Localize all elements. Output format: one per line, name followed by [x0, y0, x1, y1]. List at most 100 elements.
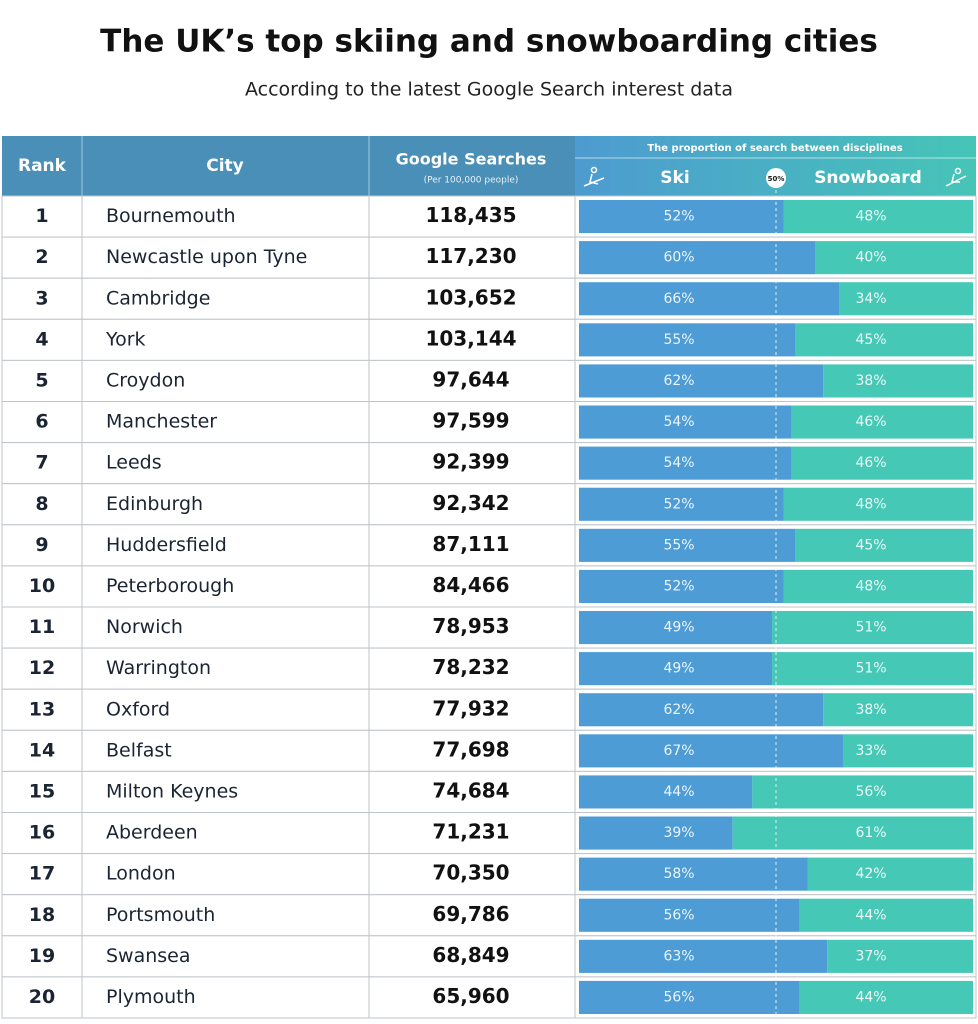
searches: 97,599 — [432, 409, 509, 433]
snowboard-label: 45% — [855, 537, 886, 553]
ski-bar — [579, 775, 753, 809]
snowboard-label: 51% — [855, 661, 886, 677]
rank: 13 — [29, 698, 55, 720]
snowboard-bar — [827, 939, 973, 973]
rank: 20 — [29, 986, 55, 1008]
ski-label: 55% — [663, 332, 694, 348]
ski-bar — [579, 405, 792, 439]
ski-bar — [579, 282, 840, 316]
ski-bar — [579, 323, 796, 357]
snowboard-bar — [783, 200, 973, 234]
snowboard-label: 44% — [855, 989, 886, 1005]
ski-label: 63% — [663, 948, 694, 964]
searches: 103,652 — [425, 285, 516, 309]
ski-bar — [579, 734, 843, 768]
rank: 15 — [29, 780, 55, 802]
snowboard-bar — [791, 405, 973, 439]
ski-header: Ski — [660, 168, 689, 188]
city: Peterborough — [106, 575, 234, 597]
ski-bar — [579, 569, 784, 603]
ski-label: 54% — [663, 455, 694, 471]
city: Huddersfield — [106, 534, 227, 556]
ski-bar — [579, 611, 773, 645]
rank: 4 — [35, 328, 48, 350]
rank: 9 — [35, 534, 48, 556]
city: Oxford — [106, 698, 170, 720]
ski-bar — [579, 939, 828, 973]
rank: 17 — [29, 863, 55, 885]
rank: 3 — [35, 287, 48, 309]
snowboard-label: 44% — [855, 907, 886, 923]
city: Aberdeen — [106, 822, 198, 844]
searches: 103,144 — [425, 326, 516, 350]
rank: 2 — [35, 246, 48, 268]
city: Belfast — [106, 739, 172, 761]
city: London — [106, 863, 176, 885]
snowboard-label: 56% — [855, 784, 886, 800]
ski-icon — [583, 166, 605, 187]
proportion-header: The proportion of search between discipl… — [647, 143, 902, 154]
searches: 78,232 — [432, 655, 509, 679]
rank: 16 — [29, 822, 55, 844]
city: Plymouth — [106, 986, 196, 1008]
city-header: City — [206, 156, 244, 176]
snowboard-label: 61% — [855, 825, 886, 841]
ski-bar — [579, 816, 733, 850]
snowboard-label: 51% — [855, 620, 886, 636]
snowboard-bar — [772, 611, 973, 645]
snowboard-bar — [795, 528, 973, 562]
ski-bar — [579, 200, 784, 234]
ski-bar — [579, 528, 796, 562]
rank: 1 — [35, 205, 48, 227]
city: Manchester — [106, 411, 217, 433]
snowboard-label: 48% — [855, 209, 886, 225]
searches: 77,698 — [432, 737, 509, 761]
ski-label: 49% — [663, 661, 694, 677]
ski-label: 67% — [663, 743, 694, 759]
ski-label: 62% — [663, 702, 694, 718]
snowboard-label: 40% — [855, 250, 886, 266]
snowboard-label: 42% — [855, 866, 886, 882]
ski-label: 62% — [663, 373, 694, 389]
snowboard-bar — [823, 364, 973, 398]
snowboard-bar — [752, 775, 973, 809]
ski-label: 39% — [663, 825, 694, 841]
ski-label: 52% — [663, 496, 694, 512]
ski-label: 56% — [663, 989, 694, 1005]
rank: 12 — [29, 657, 55, 679]
ski-bar — [579, 652, 773, 686]
ski-bar — [579, 241, 816, 275]
city: Cambridge — [106, 287, 210, 309]
snowboard-label: 33% — [855, 743, 886, 759]
snowboard-bar — [839, 282, 973, 316]
snowboard-label: 45% — [855, 332, 886, 348]
searches: 74,684 — [432, 778, 509, 802]
ski-bar — [579, 898, 800, 932]
header-left — [2, 136, 575, 196]
city: Portsmouth — [106, 904, 215, 926]
snowboard-bar — [823, 693, 973, 727]
searches: 92,342 — [432, 491, 509, 515]
snowboard-label: 46% — [855, 414, 886, 430]
ski-label: 49% — [663, 620, 694, 636]
searches: 84,466 — [432, 573, 509, 597]
searches: 65,960 — [432, 984, 509, 1008]
rank: 10 — [29, 575, 55, 597]
snowboard-bar — [783, 487, 973, 521]
snowboard-bar — [815, 241, 973, 275]
snowboard-label: 46% — [855, 455, 886, 471]
snowboard-bar — [799, 980, 973, 1014]
city: Leeds — [106, 452, 162, 474]
title: The UK’s top skiing and snowboarding cit… — [100, 24, 878, 60]
searches: 97,644 — [432, 367, 509, 391]
rank: 19 — [29, 945, 55, 967]
city: York — [105, 328, 146, 350]
searches: 77,932 — [432, 696, 509, 720]
rank: 18 — [29, 904, 55, 926]
ski-bar — [579, 980, 800, 1014]
snowboard-icon — [945, 167, 967, 187]
snowboard-bar — [772, 652, 973, 686]
searches-note: (Per 100,000 people) — [424, 176, 519, 186]
snowboard-label: 48% — [855, 496, 886, 512]
